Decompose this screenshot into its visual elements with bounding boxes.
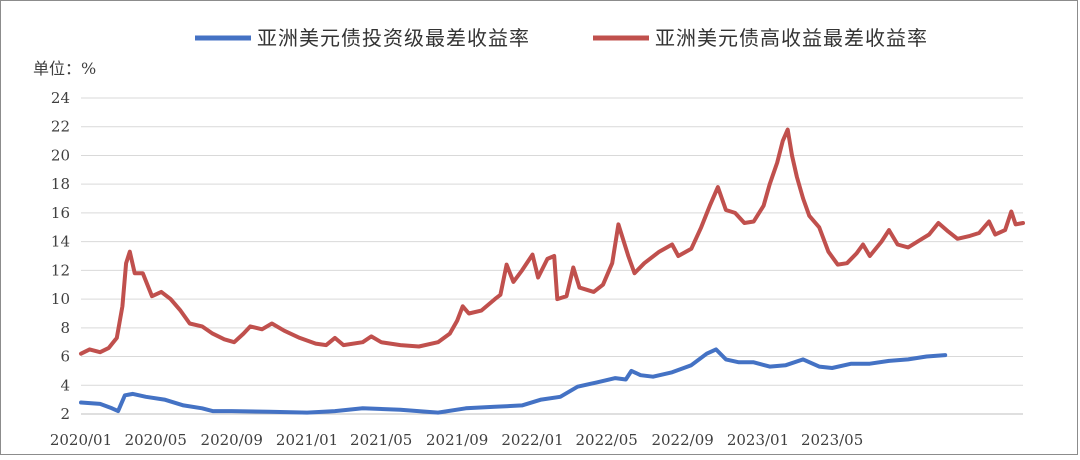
x-tick-label: 2020/01 [50, 431, 112, 449]
series-line-ig [79, 347, 948, 415]
x-tick-label: 2023/01 [727, 431, 789, 449]
x-tick-label: 2020/05 [125, 431, 187, 449]
unit-label: 单位：% [33, 59, 96, 78]
y-tick-label: 10 [51, 290, 70, 308]
series-lines [79, 127, 1025, 415]
x-tick-label: 2021/01 [276, 431, 338, 449]
legend-label-ig: 亚洲美元债投资级最差收益率 [257, 26, 530, 50]
y-tick-label: 4 [60, 376, 70, 394]
legend: 亚洲美元债投资级最差收益率 亚洲美元债高收益最差收益率 [195, 26, 928, 50]
y-tick-label: 8 [60, 319, 70, 337]
x-tick-label: 2023/05 [801, 431, 863, 449]
gridlines [81, 97, 1023, 415]
x-axis: 2020/01 2020/05 2020/09 2021/01 2021/05 2021/… [50, 413, 1023, 449]
y-tick-label: 2 [60, 405, 70, 423]
series-line-hy [79, 127, 1025, 356]
x-tick-label: 2022/05 [576, 431, 638, 449]
y-tick-label: 14 [51, 233, 70, 251]
x-tick-label: 2022/09 [651, 431, 713, 449]
y-tick-label: 24 [51, 89, 70, 107]
x-tick-label: 2022/01 [501, 431, 563, 449]
y-tick-label: 18 [51, 175, 70, 193]
x-tick-label: 2021/05 [350, 431, 412, 449]
legend-label-hy: 亚洲美元债高收益最差收益率 [655, 26, 928, 50]
y-tick-label: 12 [51, 261, 70, 279]
y-tick-label: 22 [51, 118, 70, 136]
x-tick-label: 2021/09 [426, 431, 488, 449]
y-tick-label: 16 [51, 204, 70, 222]
y-tick-label: 6 [60, 348, 70, 366]
x-tick-label: 2020/09 [201, 431, 263, 449]
y-tick-label: 20 [51, 146, 70, 164]
